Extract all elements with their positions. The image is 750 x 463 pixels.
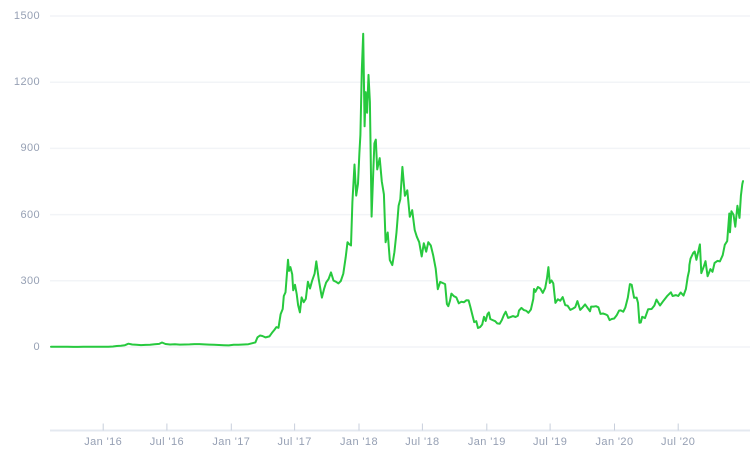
x-axis-tick-label: Jan '20 — [595, 436, 634, 448]
gridlines — [50, 15, 750, 348]
x-axis-tick-label: Jul '19 — [532, 436, 568, 448]
x-axis-tick-label: Jul '18 — [405, 436, 440, 448]
x-axis-tick-label: Jul '17 — [277, 436, 312, 448]
y-axis-tick-label: 1500 — [13, 10, 40, 22]
x-axis-tick-label: Jan '18 — [340, 436, 378, 448]
y-axis-tick-label: 900 — [20, 142, 40, 155]
y-axis-tick-label: 600 — [20, 208, 40, 221]
x-axis-tick-label: Jul '20 — [661, 436, 696, 448]
x-axis-tick-label: Jan '19 — [467, 436, 506, 448]
x-axis-tick-label: Jul '16 — [149, 436, 185, 448]
y-axis-tick-label: 1200 — [13, 76, 40, 89]
price-line[interactable] — [50, 32, 744, 348]
y-axis-tick-label: 0 — [33, 341, 40, 353]
x-axis — [50, 423, 750, 432]
x-axis-tick-label: Jan '16 — [84, 436, 123, 448]
price-line-series[interactable] — [50, 32, 744, 348]
x-axis-tick-label: Jan '17 — [212, 436, 251, 448]
y-axis-tick-label: 300 — [20, 274, 40, 287]
